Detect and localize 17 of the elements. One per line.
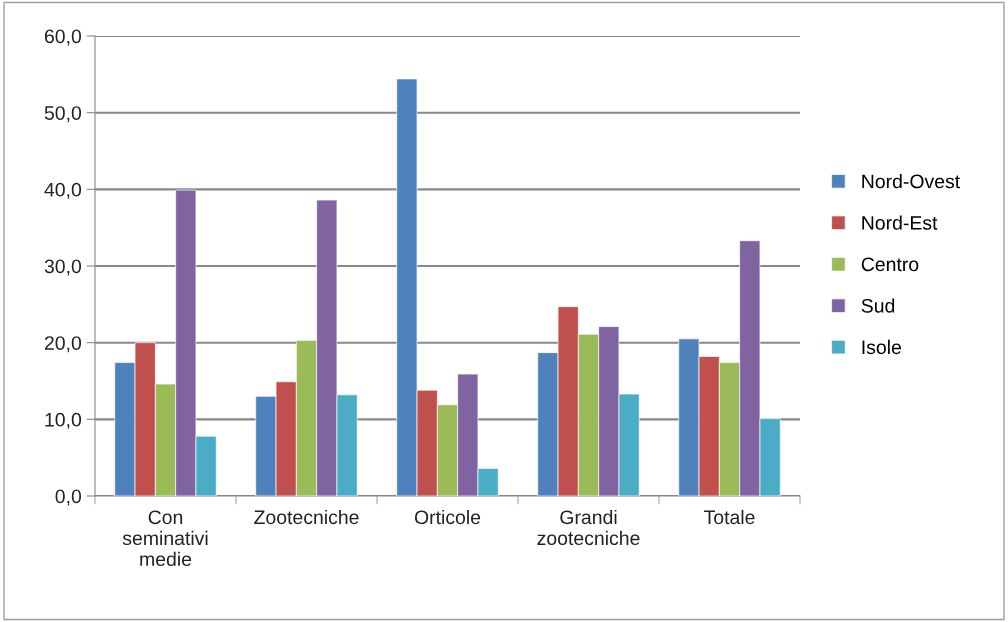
legend-label: Sud xyxy=(861,298,895,313)
y-tick-label: 50,0 xyxy=(44,106,82,123)
y-tick-label: 60,0 xyxy=(44,29,82,46)
x-tick-label: Zootecniche xyxy=(254,509,359,525)
y-tick-label: 20,0 xyxy=(44,336,82,353)
y-tick-label: 0,0 xyxy=(55,489,82,506)
legend-label: Isole xyxy=(862,339,901,355)
x-tick-label: Con seminativi medie xyxy=(122,510,208,567)
x-tick-label: Orticole xyxy=(414,509,481,525)
legend-label: Nord-Ovest xyxy=(862,174,961,189)
x-tick-label: Totale xyxy=(704,509,755,525)
y-tick-label: 30,0 xyxy=(44,259,82,276)
y-tick-label: 10,0 xyxy=(45,412,82,429)
legend-label: Nord-Est xyxy=(862,215,938,230)
legend-label: Centro xyxy=(861,257,919,272)
x-tick-label: Grandi zootecniche xyxy=(537,509,640,546)
y-tick-label: 40,0 xyxy=(44,182,82,199)
